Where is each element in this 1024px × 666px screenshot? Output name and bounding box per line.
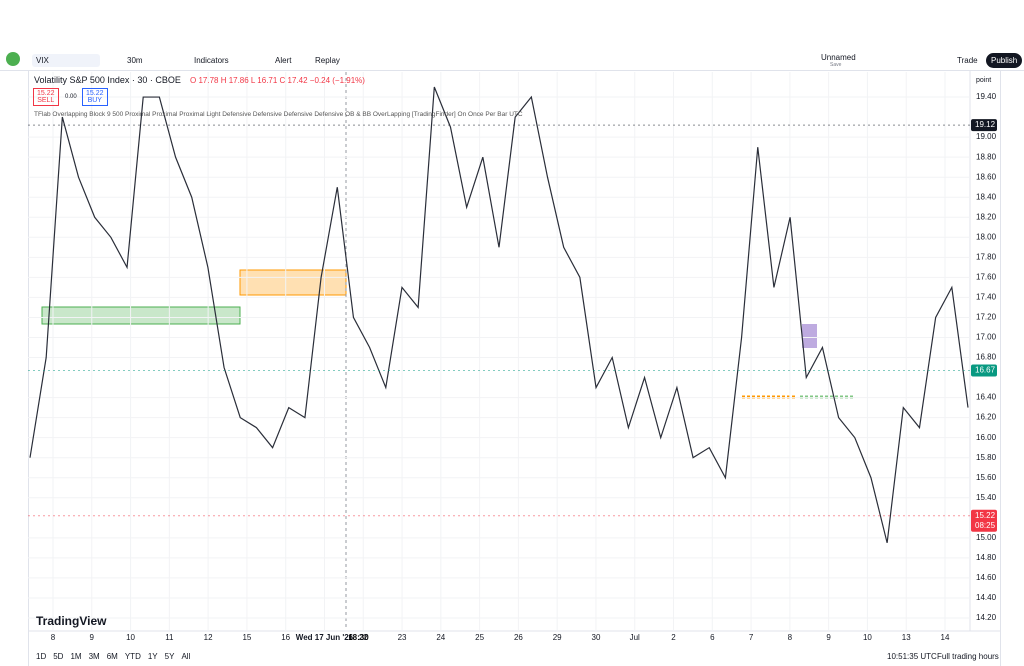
x-tick-label: 23 <box>398 633 407 642</box>
range-button[interactable]: 1Y <box>147 652 158 661</box>
y-tick-label: 17.40 <box>976 293 997 302</box>
price-label: 16.67 <box>975 366 996 375</box>
price-label: 15.22 <box>975 511 996 520</box>
interval[interactable]: 30m <box>127 56 143 65</box>
sell-price: 15.22 <box>37 90 55 97</box>
x-tick-label: 16 <box>281 633 290 642</box>
buy-button[interactable]: 15.22 BUY <box>82 88 108 106</box>
zone <box>239 269 347 296</box>
y-tick-label: 17.00 <box>976 333 997 342</box>
range-button[interactable]: 5D <box>53 652 64 661</box>
range-bar: 1D 5D 1M 3M 6M YTD 1Y 5Y All <box>36 652 197 661</box>
buy-label: BUY <box>87 97 102 104</box>
x-tick-label: 30 <box>592 633 601 642</box>
price-label-box <box>971 119 997 132</box>
x-tick-label: 24 <box>436 633 445 642</box>
x-tick-label: 2 <box>671 633 676 642</box>
sell-button[interactable]: 15.22 SELL <box>33 88 59 106</box>
axis-unit: point <box>976 77 992 84</box>
indicators-button[interactable]: Indicators <box>194 56 229 65</box>
y-tick-label: 15.40 <box>976 493 997 502</box>
x-tick-label: 7 <box>749 633 754 642</box>
y-tick-label: 17.60 <box>976 272 997 281</box>
x-tick-label: 9 <box>826 633 831 642</box>
x-tick-label: 10 <box>863 633 872 642</box>
y-tick-label: 18.60 <box>976 172 997 181</box>
x-tick-label: Wed 17 Jun '26 <box>296 633 354 642</box>
session[interactable]: Full trading hours <box>937 652 999 661</box>
y-tick-label: 18.40 <box>976 192 997 201</box>
left-toolbar <box>0 70 29 666</box>
top-toolbar <box>0 48 1024 71</box>
x-tick-label: Jul <box>630 633 640 642</box>
x-tick-label: 26 <box>514 633 523 642</box>
x-tick-label: 6 <box>710 633 715 642</box>
y-tick-label: 14.40 <box>976 593 997 602</box>
y-tick-label: 18.00 <box>976 232 997 241</box>
x-tick-label: 10 <box>126 633 135 642</box>
price-label: 19.12 <box>975 120 996 129</box>
y-tick-label: 19.40 <box>976 92 997 101</box>
range-button[interactable]: 3M <box>88 652 100 661</box>
range-button[interactable]: 5Y <box>164 652 175 661</box>
x-tick-label: 15 <box>242 633 251 642</box>
y-tick-label: 17.20 <box>976 313 997 322</box>
y-tick-label: 14.80 <box>976 553 997 562</box>
sell-label: SELL <box>37 97 55 104</box>
y-tick-label: 17.80 <box>976 252 997 261</box>
y-tick-label: 15.00 <box>976 533 997 542</box>
clock: 10:51:35 UTC <box>887 652 937 661</box>
range-button[interactable]: YTD <box>124 652 141 661</box>
x-tick-label: 22 <box>359 633 368 642</box>
brand: TradingView <box>36 614 107 628</box>
price-label-time: 08:25 <box>975 521 996 530</box>
x-tick-label: 9 <box>90 633 95 642</box>
y-tick-label: 18.80 <box>976 152 997 161</box>
x-tick-label: 12 <box>204 633 213 642</box>
x-tick-label: 11 <box>165 633 174 642</box>
y-tick-label: 14.60 <box>976 573 997 582</box>
y-tick-label: 16.20 <box>976 413 997 422</box>
zone <box>802 324 817 348</box>
spread: 0.00 <box>65 94 77 100</box>
alert-button[interactable]: Alert <box>275 56 292 65</box>
legend-ohlc: O 17.78 H 17.86 L 16.71 C 17.42 −0.24 (−… <box>190 76 365 85</box>
x-tick-label: 8 <box>51 633 56 642</box>
x-tick-label: 25 <box>475 633 484 642</box>
layout-status: Save <box>830 62 842 68</box>
avatar[interactable] <box>6 52 20 66</box>
replay-button[interactable]: Replay <box>315 56 340 65</box>
publish-button[interactable]: Publish <box>986 53 1023 68</box>
y-tick-label: 16.00 <box>976 433 997 442</box>
y-tick-label: 15.60 <box>976 473 997 482</box>
trade-button[interactable]: Trade <box>957 56 978 65</box>
price-line <box>29 86 969 543</box>
x-tick-label: 13 <box>902 633 911 642</box>
y-tick-label: 18.20 <box>976 212 997 221</box>
buy-price: 15.22 <box>86 90 104 97</box>
y-tick-label: 16.40 <box>976 393 997 402</box>
range-button[interactable]: 6M <box>106 652 118 661</box>
range-button[interactable]: 1D <box>36 652 47 661</box>
range-button[interactable]: 1M <box>70 652 82 661</box>
y-tick-label: 15.80 <box>976 453 997 462</box>
x-tick-label: 14 <box>941 633 950 642</box>
x-tick-label: 29 <box>553 633 562 642</box>
zone <box>41 306 241 325</box>
price-label-box <box>971 509 997 532</box>
price-label-box <box>971 364 997 377</box>
legend-title: Volatility S&P 500 Index · 30 · CBOE <box>34 75 181 85</box>
layout-name[interactable]: Unnamed <box>821 53 856 62</box>
y-tick-label: 19.00 <box>976 132 997 141</box>
cursor-time: 18:30 <box>348 633 369 642</box>
right-toolbar <box>1000 70 1024 666</box>
x-tick-label: 8 <box>788 633 793 642</box>
range-button[interactable]: All <box>181 652 191 661</box>
y-tick-label: 16.80 <box>976 353 997 362</box>
y-tick-label: 14.20 <box>976 613 997 622</box>
symbol-search[interactable]: VIX <box>32 54 100 67</box>
indicator-legend: TFlab Overlapping Block 9 500 Proximal P… <box>34 111 523 118</box>
